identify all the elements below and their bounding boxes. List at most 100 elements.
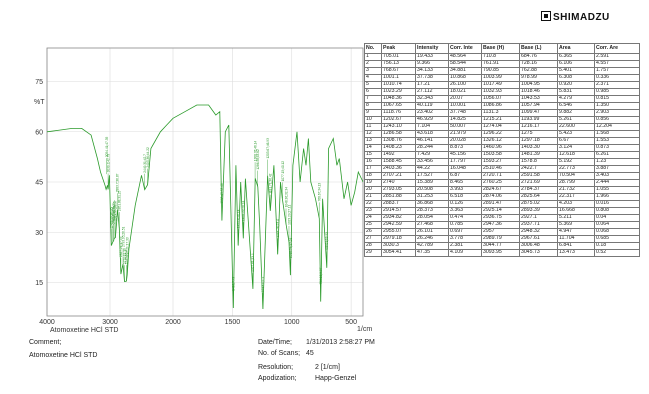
table-cell: 0.985 <box>594 88 640 96</box>
legend-entry: Atomoxetine HCl STD <box>50 327 118 334</box>
table-cell: 1481.39 <box>519 151 558 159</box>
table-cell: 28.244 <box>415 144 449 152</box>
table-cell: 47.35 <box>415 249 449 257</box>
table-cell: 1.350 <box>594 102 640 110</box>
table-row: 16 1588.45 33.456 17.797 1593.27 1578.8 5.192 1… <box>364 158 640 166</box>
peak-label: 2770;15.39 <box>123 248 127 264</box>
x-tick-label: 1500 <box>225 319 241 326</box>
table-cell: 36.868 <box>415 200 449 208</box>
apodization-label: Apodization; <box>258 375 297 382</box>
table-cell: 22.600 <box>557 123 595 131</box>
table-cell: 2824.67 <box>481 186 520 194</box>
table-cell: 1296.22 <box>481 130 520 138</box>
table-cell: 7.429 <box>415 151 449 159</box>
table-cell: 5.423 <box>557 130 595 138</box>
table-cell: 24 <box>364 214 382 222</box>
table-cell: 0.685 <box>594 235 640 243</box>
column-header: Base (L) <box>519 43 558 54</box>
x-tick-label: 1000 <box>284 319 300 326</box>
table-cell: 6.518 <box>448 193 482 201</box>
table-cell: 1023.29 <box>381 88 416 96</box>
y-axis-label: %T <box>34 99 45 106</box>
table-cell: 2955.07 <box>381 228 416 236</box>
table-cell: 1408.23 <box>381 144 416 152</box>
table-cell: 1593.27 <box>481 158 520 166</box>
table-cell: 0.785 <box>448 221 482 229</box>
table-cell: 2989.79 <box>481 235 520 243</box>
table-cell: 761.91 <box>481 60 520 68</box>
table-cell: 2979.18 <box>381 235 416 243</box>
table-cell: 2957 <box>481 228 520 236</box>
table-cell: 0.126 <box>448 200 482 208</box>
table-cell: 2760.25 <box>481 179 520 187</box>
table-cell: 0.815 <box>594 95 640 103</box>
table-cell: 1286.58 <box>381 130 416 138</box>
table-cell: 70.504 <box>557 172 595 180</box>
table-cell: 6.546 <box>557 102 595 110</box>
column-header: Area <box>557 43 595 54</box>
table-cell: 28.054 <box>415 214 449 222</box>
table-cell: 2936.75 <box>481 214 520 222</box>
table-cell: 2422.7 <box>519 165 558 173</box>
table-cell: 728.16 <box>519 60 558 68</box>
table-row: 18 2707.21 17.527 6.87 2720.71 2591.58 70.504 3… <box>364 172 640 180</box>
column-header: Corr. Are <box>594 43 640 54</box>
table-cell: 14.825 <box>448 116 482 124</box>
peak-label: 2403.36;44.22 <box>146 147 150 168</box>
table-cell: 2.903 <box>594 109 640 117</box>
table-cell: 1067.65 <box>381 102 416 110</box>
table-cell: 33.456 <box>415 158 449 166</box>
apodization-value: Happ-Genzel <box>315 375 357 382</box>
table-row: 27 2979.18 26.246 3.778 2989.79 2967.61 11.704… <box>364 235 640 243</box>
table-cell: 26 <box>364 228 382 236</box>
table-cell: 1131.3 <box>481 109 520 117</box>
peak-label: 2934.82;28.05 <box>112 201 116 222</box>
table-cell: 2927.1 <box>519 214 558 222</box>
peak-label: 1243.1;7.1 <box>261 277 265 292</box>
peak-label: 2942.59;27.47 <box>112 203 116 224</box>
datetime-label: Date/Time; <box>258 339 292 346</box>
table-cell: 3 <box>364 67 382 75</box>
table-cell: 22 <box>364 200 382 208</box>
table-cell: 1588.45 <box>381 158 416 166</box>
brand-name: SHIMADZU <box>553 12 610 23</box>
table-cell: 6.365 <box>557 53 595 61</box>
table-row: 5 1010.74 17.21 26.100 1017.49 1004.95 0.920 2.… <box>364 81 640 89</box>
y-tick-label: 45 <box>35 180 43 187</box>
table-row: 13 1308.76 46.141 20.028 1326.12 1297.18 6.67 1… <box>364 137 640 145</box>
table-row: 14 1408.23 28.244 8.873 1460.96 1403.30 3.124 0… <box>364 144 640 152</box>
table-cell: 20.07 <box>448 95 482 103</box>
table-cell: 1056.07 <box>481 95 520 103</box>
table-cell: 5.369 <box>557 221 595 229</box>
table-header-row: No. Peak Intensity Corr. Inte Base (H) Base (… <box>364 43 640 54</box>
table-cell: 27.468 <box>415 221 449 229</box>
table-cell: 50.007 <box>448 123 482 131</box>
column-header: No. <box>364 43 382 54</box>
table-cell: 17 <box>364 165 382 173</box>
chart-grid <box>46 48 363 316</box>
table-cell: 27.112 <box>415 88 449 96</box>
table-cell: 3.363 <box>448 207 482 215</box>
table-cell: 10 <box>364 116 382 124</box>
table-cell: 2875.02 <box>519 200 558 208</box>
table-cell: 6.841 <box>557 242 595 250</box>
table-cell: 1308.76 <box>381 137 416 145</box>
table-cell: 11 <box>364 123 382 131</box>
table-cell: 1099.47 <box>519 109 558 117</box>
table-cell: 3.778 <box>448 235 482 243</box>
table-row: 29 3054.41 47.35 4.109 3093.95 3045.73 13.473 0… <box>364 249 640 257</box>
table-cell: 8.873 <box>448 144 482 152</box>
table-cell: 768.67 <box>381 67 416 75</box>
table-cell: 705.01 <box>381 53 416 61</box>
table-cell: 1 <box>364 53 382 61</box>
table-cell: 1.23 <box>594 158 640 166</box>
table-cell: 12.618 <box>557 151 595 159</box>
table-row: 23 2914.57 28.373 3.363 2925.14 2893.39 16.668… <box>364 207 640 215</box>
table-cell: 4.557 <box>594 60 640 68</box>
peak-label: 1492;7.43 <box>232 276 236 290</box>
table-cell: 42.789 <box>415 242 449 250</box>
table-cell: 4 <box>364 74 382 82</box>
peak-label: 3054.41;47.35 <box>105 137 109 158</box>
table-cell: 2740 <box>381 179 416 187</box>
table-cell: 1032.93 <box>481 88 520 96</box>
